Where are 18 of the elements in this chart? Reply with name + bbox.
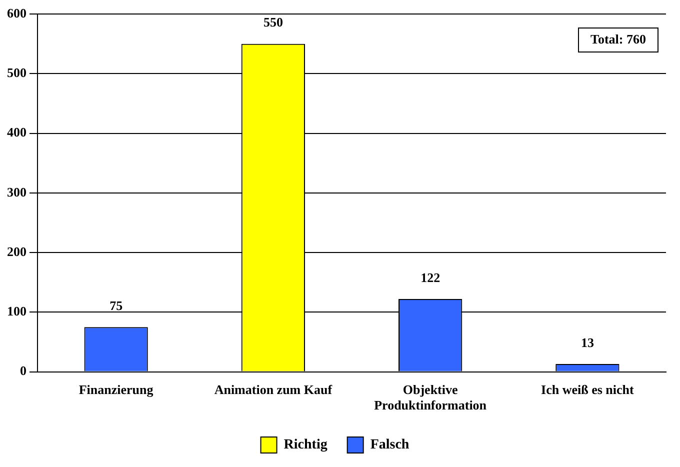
annotation: Total: 760 [590, 31, 646, 46]
data-label: 550 [263, 14, 283, 30]
legend-label: Falsch [370, 438, 410, 453]
y-tick-label: 400 [7, 124, 26, 140]
x-tick-label: Animation zum Kauf [214, 382, 333, 397]
y-tick-label: 200 [7, 244, 26, 259]
x-tick-label: Objektive Produktinformation [374, 382, 488, 413]
data-label: 13 [580, 334, 594, 350]
x-tick-label: Finanzierung [78, 382, 154, 397]
legend-label: Richtig [284, 438, 328, 453]
y-tick-label: 600 [7, 5, 26, 20]
y-tick-label: 100 [7, 304, 26, 319]
y-tick-label: 300 [7, 184, 26, 200]
data-label: 122 [420, 270, 440, 285]
x-tick-label: Ich weiß es nicht [541, 382, 635, 397]
data-label: 75 [110, 298, 124, 313]
y-tick-label: 0 [20, 363, 26, 378]
y-tick-label: 500 [7, 64, 26, 80]
